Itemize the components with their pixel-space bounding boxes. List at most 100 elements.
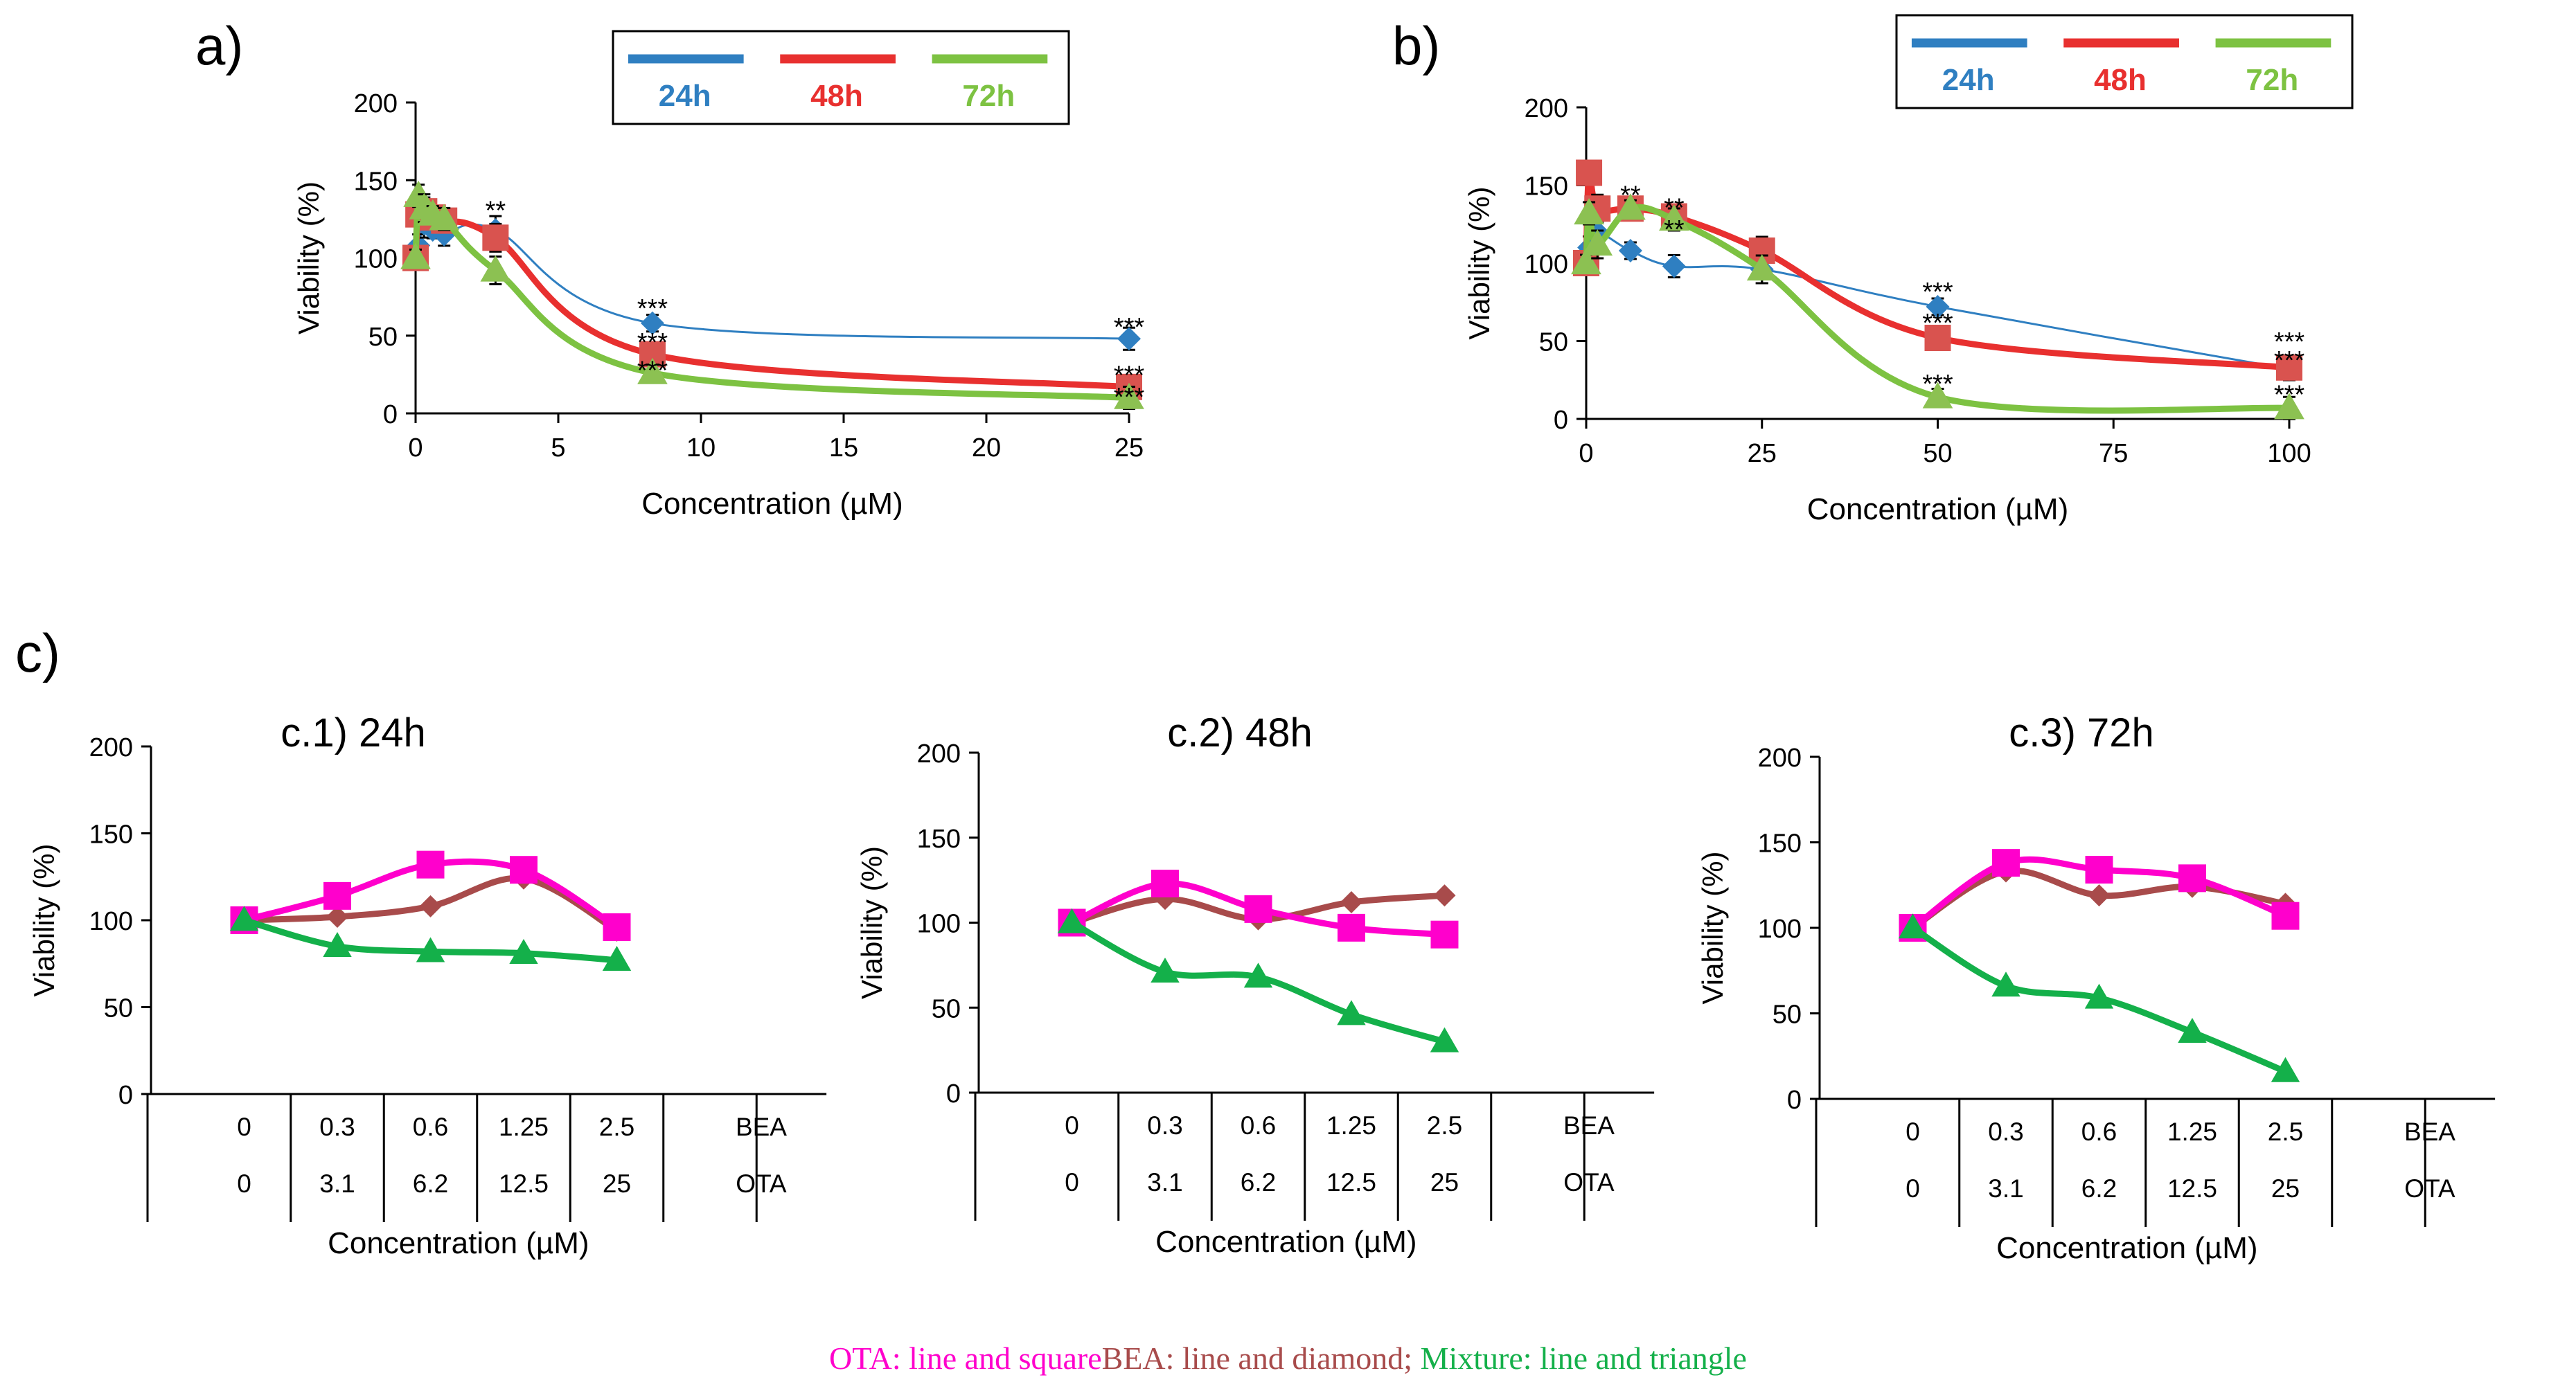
panel-letter-b: b) [1392, 15, 1440, 76]
table-cell-ota: 25 [603, 1170, 631, 1198]
series-line-24h [414, 222, 1130, 340]
chart-title: c.3) 72h [2009, 710, 2154, 755]
data-point-72h [1574, 198, 1604, 225]
data-point-72h [1659, 204, 1689, 231]
data-point-24h [1926, 295, 1950, 319]
chart-title: c.1) 24h [281, 710, 426, 755]
y-tick-label: 0 [946, 1079, 961, 1109]
footnote-mix: Mixture: line and triangle [1420, 1341, 1747, 1376]
legend-label-72h: 72h [962, 79, 1015, 113]
table-cell-bea: 0.6 [413, 1113, 448, 1141]
table-cell-bea: 0.3 [319, 1113, 355, 1141]
y-tick-label: 200 [917, 740, 961, 769]
significance-label: *** [637, 357, 668, 386]
legend-label-24h: 24h [659, 79, 711, 113]
data-point-Mixture [1057, 908, 1087, 933]
x-tick-label: 5 [551, 433, 565, 463]
data-point-BEA [419, 895, 442, 917]
significance-label: ** [1620, 181, 1641, 210]
table-cell-bea: 2.5 [1427, 1111, 1462, 1140]
data-point-BEA [1340, 891, 1362, 914]
y-tick-label: 0 [118, 1081, 133, 1110]
data-point-BEA [1433, 884, 1456, 907]
footnote-bea: BEA: line and diamond; [1101, 1341, 1413, 1376]
data-point-72h [637, 357, 668, 384]
y-tick-label: 150 [1525, 172, 1568, 201]
table-cell-ota: OTA [1563, 1168, 1615, 1197]
table-cell-ota: 12.5 [2167, 1174, 2217, 1203]
y-tick-label: 200 [1758, 744, 1802, 773]
significance-label: *** [2274, 381, 2305, 410]
data-point-72h [1615, 193, 1646, 220]
data-point-OTA [2271, 902, 2300, 930]
significance-label: *** [2274, 328, 2305, 357]
data-point-24h [640, 311, 664, 335]
y-tick-label: 150 [354, 167, 398, 196]
data-point-Mixture [1151, 957, 1180, 983]
y-tick-label: 0 [1554, 406, 1568, 435]
data-point-OTA [416, 850, 445, 879]
data-point-Mixture [2084, 983, 2114, 1009]
y-tick-label: 50 [104, 994, 133, 1023]
data-point-Mixture [2271, 1057, 2300, 1082]
significance-label: *** [1922, 309, 1953, 338]
table-cell-ota: 3.1 [1147, 1168, 1182, 1197]
panel-letter-a: a) [195, 15, 243, 76]
data-point-Mixture [1430, 1027, 1459, 1052]
y-tick-label: 200 [354, 89, 398, 118]
data-point-Mixture [323, 931, 352, 957]
y-axis-label: Viability (%) [855, 846, 888, 999]
legend-label-48h: 48h [810, 79, 863, 113]
table-cell-bea: 1.25 [499, 1113, 549, 1141]
panel-letter-c: c) [15, 622, 60, 683]
table-cell-ota: 25 [2271, 1174, 2300, 1203]
data-point-48h [1576, 159, 1603, 186]
x-tick-label: 0 [1579, 439, 1593, 468]
x-tick-label: 75 [2099, 439, 2128, 468]
x-axis-label: Concentration (µM) [1807, 492, 2068, 526]
data-point-24h [1662, 254, 1686, 278]
y-tick-label: 150 [917, 825, 961, 854]
chart-a: 0 50 100 150 200 Viability (%) 0 5 10 15 20 25 Conce… [292, 30, 1145, 521]
table-cell-bea: 0 [1065, 1111, 1079, 1140]
data-point-48h [2276, 354, 2302, 381]
table-cell-bea: 0.6 [2081, 1118, 2117, 1146]
data-point-OTA [1992, 849, 2020, 877]
data-point-24h [1618, 239, 1642, 262]
significance-label: *** [637, 328, 668, 357]
x-tick-label: 10 [686, 433, 716, 463]
x-tick-label: 15 [829, 433, 858, 463]
y-tick-label: 200 [1525, 94, 1568, 123]
significance-label: *** [1114, 361, 1145, 390]
data-point-72h [1582, 229, 1613, 256]
legend-label-48h: 48h [2094, 63, 2147, 97]
x-axis-label: Concentration (µM) [1996, 1231, 2257, 1265]
y-tick-label: 100 [917, 910, 961, 939]
data-point-72h [1571, 248, 1601, 275]
data-point-Mixture [2178, 1017, 2207, 1043]
significance-label: *** [1922, 278, 1953, 307]
table-cell-bea: 1.25 [1326, 1111, 1376, 1140]
significance-label: *** [1114, 313, 1145, 342]
chart-c2: 0 50 100 150 200 Viability (%) 0 0 0.3 3.1 0.6 6.2 1… [855, 710, 1655, 1259]
x-tick-label: 25 [1114, 433, 1144, 463]
significance-label: *** [637, 294, 668, 323]
legend-label-24h: 24h [1942, 63, 1995, 97]
x-tick-label: 25 [1748, 439, 1777, 468]
table-cell-ota: 6.2 [413, 1170, 448, 1198]
table-cell-ota: 0 [1065, 1168, 1079, 1197]
y-tick-label: 100 [1758, 915, 1802, 944]
y-tick-label: 0 [383, 400, 398, 429]
data-point-72h [2274, 393, 2304, 420]
table-cell-bea: 0 [1906, 1118, 1920, 1146]
x-axis-label: Concentration (µM) [641, 487, 903, 521]
table-cell-bea: BEA [2404, 1118, 2455, 1146]
y-tick-label: 100 [1525, 250, 1568, 279]
data-point-72h [429, 204, 460, 231]
table-cell-bea: BEA [736, 1113, 787, 1141]
significance-label: *** [2274, 346, 2305, 375]
data-point-Mixture [1898, 913, 1928, 939]
chart-c1: 0 50 100 150 200 Viability (%) 0 0 0.3 3.1 0.6 6.2 1… [28, 710, 827, 1260]
table-cell-bea: BEA [1563, 1111, 1615, 1140]
